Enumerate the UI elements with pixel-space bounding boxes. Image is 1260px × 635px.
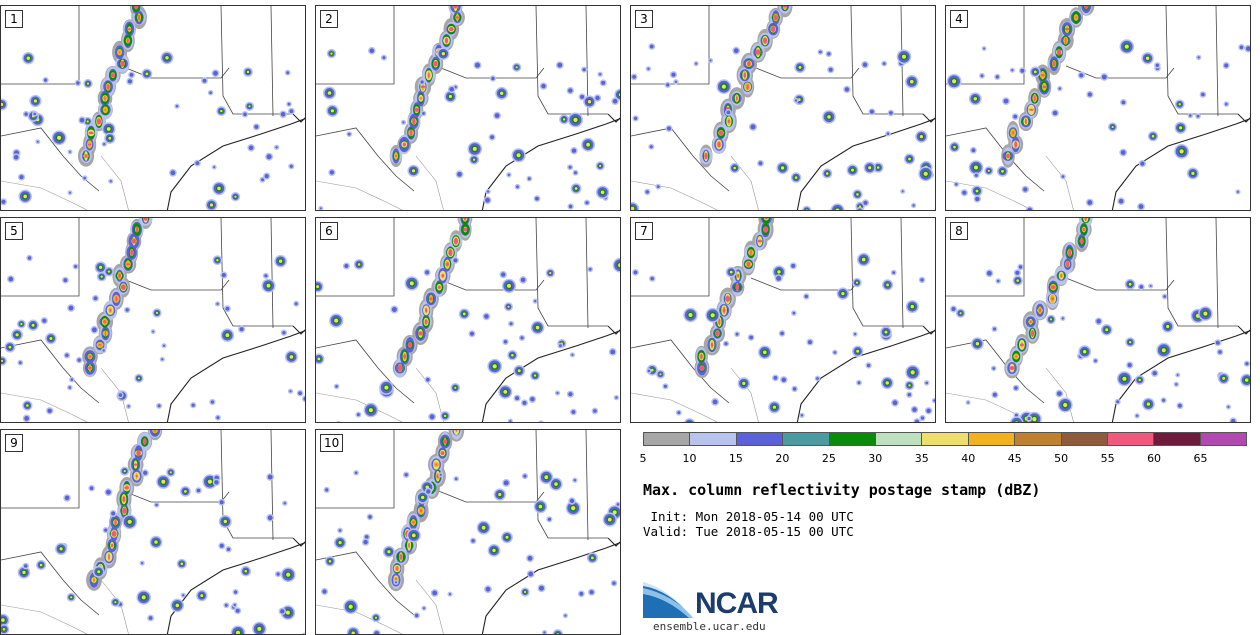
colorbar-segment [1154,433,1201,445]
reflectivity-map [316,430,620,634]
ncar-logo-icon [643,582,697,618]
ensemble-member-panel: 3 [630,5,936,211]
ensemble-member-panel: 5 [0,217,306,423]
figure-title: Max. column reflectivity postage stamp (… [643,481,1041,499]
colorbar-tick-label: 20 [775,452,790,465]
colorbar-segment [922,433,969,445]
reflectivity-map [1,6,305,210]
member-number-label: 2 [320,10,338,28]
member-number-label: 8 [950,222,968,240]
colorbar-tick-label: 40 [961,452,976,465]
reflectivity-map [631,218,935,422]
colorbar-tick-label: 55 [1100,452,1115,465]
reflectivity-map [316,218,620,422]
colorbar-segment [1107,433,1155,445]
ensemble-member-panel: 9 [0,429,306,635]
colorbar-tick-label: 30 [868,452,883,465]
colorbar-segment [1015,433,1062,445]
init-time: Init: Mon 2018-05-14 00 UTC [643,509,854,524]
colorbar-tick-label: 15 [728,452,743,465]
member-number-label: 6 [320,222,338,240]
ensemble-member-panel: 4 [945,5,1251,211]
colorbar-tick-label: 65 [1193,452,1208,465]
colorbar-segment [875,433,923,445]
ensemble-member-panel: 1 [0,5,306,211]
reflectivity-colorbar [643,432,1247,446]
website-url: ensemble.ucar.edu [653,620,766,633]
member-number-label: 9 [5,434,23,452]
member-number-label: 1 [5,10,23,28]
colorbar-segment [1200,433,1247,445]
colorbar-segment [829,433,876,445]
colorbar-segment [1061,433,1108,445]
colorbar-segment [736,433,784,445]
colorbar-tick-label: 10 [682,452,697,465]
member-number-label: 4 [950,10,968,28]
ensemble-member-panel: 6 [315,217,621,423]
reflectivity-map [1,218,305,422]
colorbar-tick-label: 60 [1147,452,1162,465]
member-number-label: 10 [320,434,344,452]
colorbar-tick-label: 50 [1054,452,1069,465]
reflectivity-map [1,430,305,634]
colorbar-segment [968,433,1016,445]
valid-time: Valid: Tue 2018-05-15 00 UTC [643,524,854,539]
reflectivity-map [316,6,620,210]
colorbar-tick-label: 45 [1007,452,1022,465]
colorbar-tick-label: 5 [639,452,647,465]
ensemble-member-panel: 10 [315,429,621,635]
colorbar-segment [644,433,691,445]
ncar-logo-text: NCAR [695,587,779,620]
reflectivity-map [946,218,1250,422]
member-number-label: 7 [635,222,653,240]
ensemble-member-panel: 8 [945,217,1251,423]
reflectivity-map [631,6,935,210]
colorbar-tick-label: 35 [914,452,929,465]
reflectivity-map [946,6,1250,210]
colorbar-tick-label: 25 [821,452,836,465]
ensemble-member-panel: 7 [630,217,936,423]
member-number-label: 3 [635,10,653,28]
colorbar-segment [690,433,737,445]
member-number-label: 5 [5,222,23,240]
colorbar-segment [783,433,830,445]
ensemble-member-panel: 2 [315,5,621,211]
